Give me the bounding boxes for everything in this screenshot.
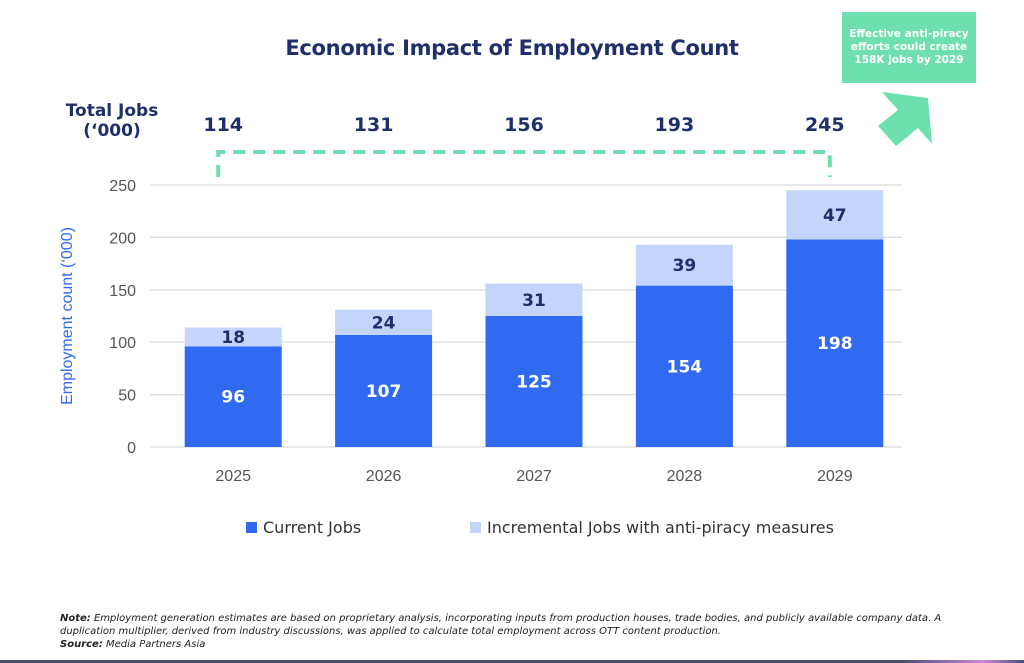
bar-current-jobs [184,346,282,447]
total-jobs-value: 131 [353,114,394,136]
x-tick-label: 2029 [817,468,853,485]
total-jobs-value: 114 [203,114,244,136]
legend-label-current: Current Jobs [263,518,362,537]
callout-box: Effective anti-piracy efforts could crea… [842,12,976,83]
y-axis-label: Employment count (‘000) [59,227,76,405]
chart-title: Economic Impact of Employment Count [285,36,739,60]
y-tick-label: 150 [109,283,136,300]
bar-data-label: 39 [673,256,697,276]
x-tick-label: 2027 [516,468,552,485]
bar-current-jobs [786,239,884,447]
y-tick-label: 100 [109,335,136,352]
bar-data-label: 18 [221,328,245,348]
bar-current-jobs [635,285,733,447]
bar-incremental-jobs [485,283,583,316]
bar-current-jobs [485,316,583,447]
total-jobs-label-line2: (‘000) [83,121,141,141]
arrow-up-right-icon [878,92,932,146]
y-tick-label: 50 [118,388,136,405]
bar-data-label: 154 [667,357,703,377]
dashed-bracket [216,150,832,177]
legend-item-current-jobs: Current Jobs [246,518,361,537]
total-jobs-label-line1: Total Jobs [65,101,159,121]
source-body: Media Partners Asia [102,639,206,650]
legend-item-incremental-jobs: Incremental Jobs with anti-piracy measur… [470,518,834,537]
bar-data-label: 125 [516,373,552,393]
total-jobs-label: Total Jobs (‘000) [52,101,172,141]
bar-data-label: 96 [221,388,245,408]
bar-incremental-jobs [335,309,433,335]
bar-data-label: 24 [372,313,396,333]
bar-incremental-jobs [635,244,733,286]
note-body: Employment generation estimates are base… [60,613,942,637]
total-jobs-value: 193 [654,114,695,136]
x-tick-label: 2026 [366,468,402,485]
stacked-bar-chart: 0 50 100 150 200 250 Employment count (‘000) 96… [59,150,902,485]
bar-current-jobs [335,334,433,447]
bar-data-label: 31 [522,291,546,311]
bar-incremental-jobs [786,190,884,240]
bar-incremental-jobs [184,327,282,347]
total-jobs-value: 156 [504,114,544,136]
x-tick-label: 2028 [667,468,703,485]
legend-swatch-incremental [470,522,481,533]
source-text: Source: Media Partners Asia [60,638,990,651]
legend-label-incremental: Incremental Jobs with anti-piracy measur… [487,518,834,537]
callout-text: Effective anti-piracy efforts could crea… [849,28,969,66]
total-jobs-value: 245 [804,114,845,136]
bar-data-label: 107 [366,382,402,402]
source-label: Source: [60,639,103,650]
bottom-divider [0,660,1024,663]
y-tick-label: 0 [127,440,136,457]
note-label: Note: [60,613,91,624]
x-tick-label: 2025 [215,468,251,485]
y-tick-label: 250 [109,178,136,195]
bar-data-label: 198 [817,334,853,354]
bar-data-label: 47 [823,206,847,226]
footnote: Note: Employment generation estimates ar… [60,612,990,651]
note-text: Note: Employment generation estimates ar… [60,612,990,638]
legend-swatch-current [246,522,257,533]
y-tick-label: 200 [109,230,136,247]
